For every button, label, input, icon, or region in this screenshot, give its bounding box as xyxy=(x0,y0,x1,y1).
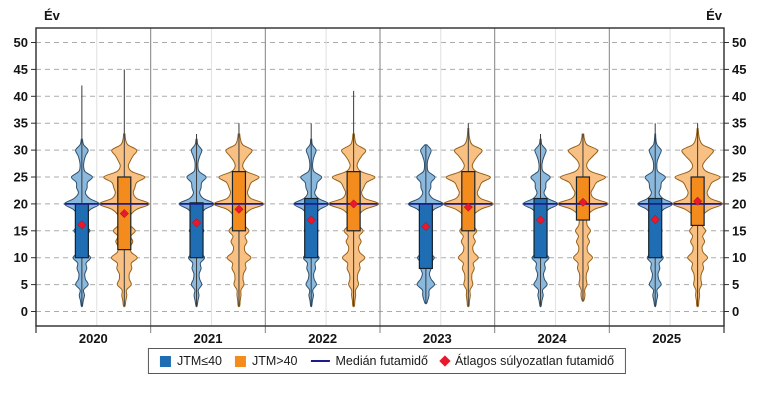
y-tick-label-left: 15 xyxy=(14,223,28,238)
iqr-box xyxy=(304,197,319,259)
x-category-label: 2020 xyxy=(79,331,108,346)
y-tick-label-right: 35 xyxy=(732,116,746,131)
mean-diamond xyxy=(349,199,359,209)
legend-label: JTM>40 xyxy=(252,354,298,368)
mean-diamond xyxy=(234,204,244,214)
y-tick-label-right: 50 xyxy=(732,35,746,50)
y-tick-label-right: 5 xyxy=(732,277,739,292)
legend-label: JTM≤40 xyxy=(176,354,222,368)
mean-diamond xyxy=(535,215,546,225)
y-axis-title-right: Év xyxy=(706,8,723,23)
orange-square-icon xyxy=(235,355,246,367)
iqr-box xyxy=(189,202,204,259)
x-category-label: 2021 xyxy=(194,331,223,346)
y-tick-label-left: 25 xyxy=(14,170,28,185)
y-tick-label-left: 45 xyxy=(14,62,28,77)
legend-item-jtm-le40: JTM≤40 xyxy=(159,354,222,368)
legend-label: Medián futamidő xyxy=(335,354,428,368)
mean-diamond xyxy=(119,209,129,219)
legend-label: Átlagos súlyozatlan futamidő xyxy=(454,354,615,368)
median-line-icon xyxy=(310,360,330,362)
legend: JTM≤40 JTM>40 Medián futamidő Átlagos sú… xyxy=(147,348,627,374)
y-tick-label-left: 30 xyxy=(14,143,28,158)
mean-diamond xyxy=(421,221,431,232)
red-diamond-icon xyxy=(439,355,451,367)
x-category-label: 2024 xyxy=(538,331,568,346)
y-tick-label-right: 25 xyxy=(732,170,746,185)
iqr-box xyxy=(231,171,247,232)
mean-diamond xyxy=(650,214,660,225)
y-tick-label-left: 10 xyxy=(14,250,28,265)
mean-diamond xyxy=(77,220,87,230)
y-tick-label-left: 40 xyxy=(14,89,28,104)
legend-item-median: Medián futamidő xyxy=(310,354,428,368)
x-category-label: 2022 xyxy=(308,331,337,346)
y-tick-label-right: 40 xyxy=(732,89,746,104)
y-axis-title-left: Év xyxy=(44,8,61,23)
iqr-box xyxy=(533,197,548,259)
x-category-label: 2023 xyxy=(423,331,452,346)
y-tick-label-left: 35 xyxy=(14,116,28,131)
y-tick-label-left: 20 xyxy=(14,196,28,211)
legend-item-jtm-gt40: JTM>40 xyxy=(235,354,298,368)
x-category-label: 2025 xyxy=(652,331,681,346)
mean-diamond xyxy=(306,215,316,225)
y-tick-label-right: 45 xyxy=(732,62,746,77)
y-tick-label-right: 20 xyxy=(732,196,746,211)
iqr-box xyxy=(74,203,89,259)
iqr-box xyxy=(648,197,663,259)
iqr-box xyxy=(418,203,433,270)
mean-diamond xyxy=(191,218,202,228)
y-tick-label-left: 5 xyxy=(21,277,28,292)
y-tick-label-right: 30 xyxy=(732,143,746,158)
iqr-box xyxy=(461,171,476,232)
y-tick-label-right: 10 xyxy=(732,250,746,265)
mean-diamond xyxy=(463,202,473,212)
y-tick-label-left: 50 xyxy=(14,35,28,50)
blue-square-icon xyxy=(159,355,171,367)
y-tick-label-right: 0 xyxy=(732,304,739,319)
legend-item-mean: Átlagos súlyozatlan futamidő xyxy=(439,354,615,368)
mean-diamond xyxy=(578,197,588,207)
y-tick-label-left: 0 xyxy=(21,304,28,319)
y-tick-label-right: 15 xyxy=(732,223,746,238)
mean-diamond xyxy=(693,196,703,206)
plot-border xyxy=(35,27,725,327)
